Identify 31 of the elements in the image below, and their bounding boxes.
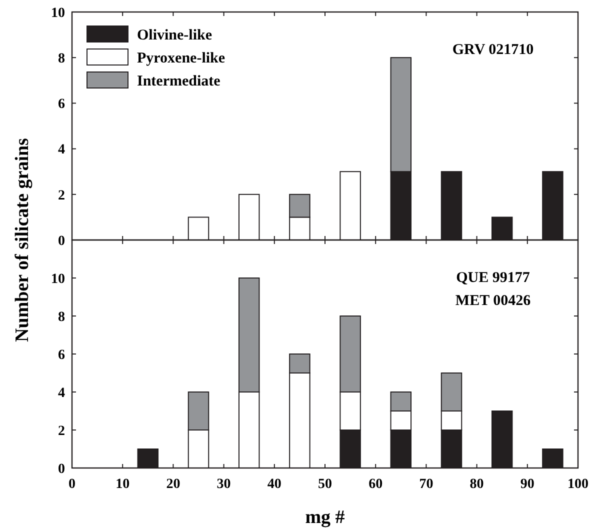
annotation: QUE 99177 — [456, 270, 530, 286]
y-tick-label: 10 — [51, 6, 65, 21]
annotation: MET 00426 — [455, 293, 532, 309]
legend-label: Intermediate — [137, 73, 221, 90]
y-axis-title: Number of silicate grains — [12, 138, 33, 342]
y-tick-label: 8 — [58, 310, 65, 325]
x-tick-label: 20 — [166, 477, 180, 492]
y-tick-label: 0 — [58, 462, 65, 477]
x-tick-label: 0 — [68, 477, 76, 492]
x-tick-label: 10 — [116, 477, 130, 492]
x-tick-label: 70 — [419, 477, 434, 492]
y-tick-label: 0 — [58, 234, 65, 249]
legend-label: Pyroxene-like — [137, 50, 226, 66]
x-axis-title: mg # — [305, 507, 346, 528]
x-tick-label: 100 — [568, 477, 588, 492]
y-tick-label: 6 — [58, 348, 65, 363]
y-tick-label: 10 — [51, 272, 65, 287]
y-tick-label: 6 — [58, 97, 65, 112]
x-tick-label: 30 — [216, 477, 231, 492]
legend-label: Olivine-like — [137, 27, 212, 44]
y-tick-label: 4 — [58, 142, 65, 158]
y-tick-label: 2 — [58, 424, 65, 439]
x-tick-label: 40 — [267, 477, 282, 492]
x-tick-label: 80 — [470, 477, 484, 492]
y-tick-label: 8 — [58, 52, 65, 66]
y-tick-label: 2 — [58, 188, 65, 204]
y-tick-label: 4 — [58, 386, 65, 401]
x-tick-label: 50 — [318, 477, 332, 492]
x-tick-label: 90 — [520, 477, 534, 492]
annotation: GRV 021710 — [452, 42, 534, 58]
x-tick-label: 60 — [368, 477, 383, 492]
